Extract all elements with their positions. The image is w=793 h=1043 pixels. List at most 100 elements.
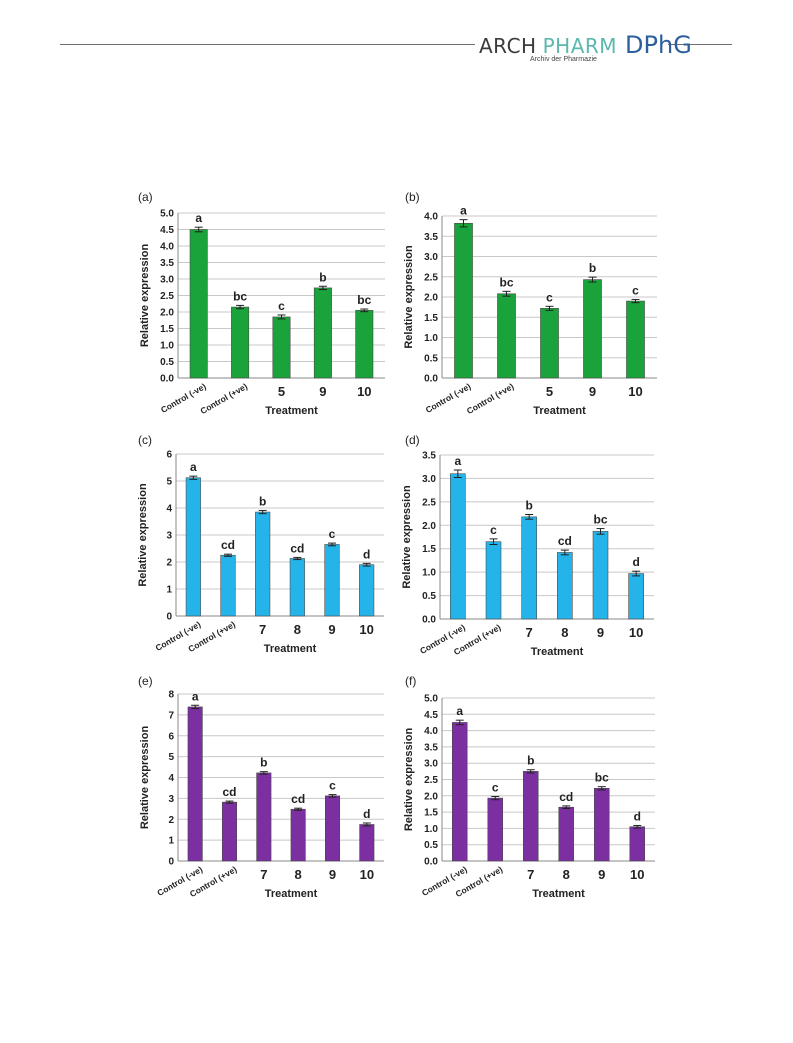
significance-letter: cd	[290, 541, 304, 555]
significance-letter: c	[490, 523, 497, 537]
y-tick-label: 2.0	[160, 308, 174, 319]
bar	[487, 797, 504, 862]
y-tick-label: 3.5	[424, 742, 438, 753]
y-tick-label: 1.0	[160, 341, 174, 352]
y-tick-label: 1.5	[424, 313, 438, 324]
bar	[255, 511, 271, 617]
bar	[220, 554, 236, 617]
x-tick-label: 10	[630, 867, 644, 882]
y-tick-label: 3.5	[422, 451, 436, 462]
y-tick-label: 3.5	[424, 232, 438, 243]
y-tick-label: 1	[166, 585, 172, 596]
x-tick-label: 9	[597, 625, 604, 640]
bar	[558, 806, 575, 862]
y-tick-label: 0.5	[160, 357, 174, 368]
journal-logo: ARCH PHARM DPhG	[479, 31, 692, 59]
significance-letter: a	[456, 704, 463, 718]
y-tick-label: 4.5	[424, 710, 438, 721]
significance-letter: a	[190, 460, 197, 474]
x-tick-label: 9	[598, 867, 605, 882]
y-tick-label: 3	[166, 531, 172, 542]
y-tick-label: 5	[168, 752, 174, 763]
bar	[324, 795, 341, 862]
y-tick-label: 3.0	[160, 275, 174, 286]
significance-letter: d	[363, 547, 370, 561]
x-axis-label: Treatment	[265, 888, 318, 900]
significance-letter: cd	[558, 534, 572, 548]
header-rule-left	[60, 44, 475, 45]
y-tick-label: 2	[168, 815, 174, 826]
y-tick-label: 2	[166, 558, 172, 569]
x-tick-label: 7	[526, 625, 533, 640]
x-tick-label: 7	[259, 622, 266, 637]
chart-panel-d: (d) 0.0 0.5 1.0 1.5 2.0 2.5 3.0 3.5 Relative expr…	[401, 433, 654, 658]
panel-label: (d)	[405, 433, 420, 447]
x-axis-label: Treatment	[533, 405, 586, 417]
y-tick-label: 0.0	[160, 374, 174, 385]
significance-letter: d	[634, 809, 641, 823]
y-tick-label: 2.0	[424, 293, 438, 304]
y-axis-label: Relative expression	[137, 483, 149, 587]
bar	[450, 473, 466, 620]
bar	[187, 706, 203, 862]
x-tick-label: 9	[328, 622, 335, 637]
bar	[189, 229, 208, 379]
bar	[497, 293, 516, 379]
significance-letter: cd	[559, 790, 573, 804]
bar	[557, 552, 573, 620]
significance-letter: a	[195, 211, 202, 225]
y-tick-label: 3.0	[424, 252, 438, 263]
panel-label: (f)	[405, 674, 416, 688]
y-tick-label: 4.0	[424, 212, 438, 223]
y-tick-label: 5.0	[424, 694, 438, 705]
panel-label: (a)	[138, 190, 153, 204]
bar	[355, 310, 374, 379]
y-tick-label: 2.0	[424, 791, 438, 802]
significance-letter: a	[454, 454, 461, 468]
bar	[451, 722, 468, 862]
significance-letter: bc	[595, 771, 609, 785]
x-tick-label: 10	[357, 384, 371, 399]
y-tick-label: 1.5	[160, 324, 174, 335]
panel-label: (c)	[138, 433, 152, 447]
x-tick-label: 10	[360, 867, 374, 882]
significance-letter: bc	[357, 293, 371, 307]
panel-label: (e)	[138, 674, 153, 688]
y-tick-label: 0	[168, 857, 174, 868]
logo-arch: ARCH	[479, 34, 537, 58]
significance-letter: b	[589, 261, 596, 275]
y-axis-label: Relative expression	[139, 244, 151, 348]
x-tick-label: 10	[628, 384, 642, 399]
bar	[626, 300, 645, 379]
bar	[629, 826, 646, 862]
y-tick-label: 6	[168, 731, 174, 742]
y-tick-label: 0.0	[424, 857, 438, 868]
logo-pharm: PHARM	[542, 34, 618, 58]
y-tick-label: 0	[166, 612, 172, 623]
y-tick-label: 2.0	[422, 521, 436, 532]
y-tick-label: 6	[166, 450, 172, 461]
bar	[593, 788, 610, 862]
significance-letter: c	[492, 780, 499, 794]
y-tick-label: 3.0	[424, 759, 438, 770]
significance-letter: c	[329, 779, 336, 793]
y-tick-label: 2.5	[422, 497, 436, 508]
x-tick-label: 8	[561, 625, 568, 640]
chart-panel-a: (a) 0.0 0.5 1.0 1.5 2.0 2.5 3.0 3.5 4.0 4.5 5.0 Rela…	[138, 190, 385, 417]
logo-dphg: DPhG	[625, 31, 692, 59]
bar	[290, 808, 306, 862]
bar	[628, 573, 644, 620]
panel-label: (b)	[405, 190, 420, 204]
significance-letter: b	[260, 756, 267, 770]
y-tick-label: 1.0	[424, 824, 438, 835]
x-axis-label: Treatment	[265, 405, 318, 417]
bar	[324, 544, 340, 617]
significance-letter: c	[278, 299, 285, 313]
y-tick-label: 5	[166, 477, 172, 488]
significance-letter: a	[192, 689, 199, 703]
y-tick-label: 5.0	[160, 209, 174, 220]
y-tick-label: 8	[168, 690, 174, 701]
significance-letter: d	[632, 555, 639, 569]
bar	[289, 558, 305, 617]
